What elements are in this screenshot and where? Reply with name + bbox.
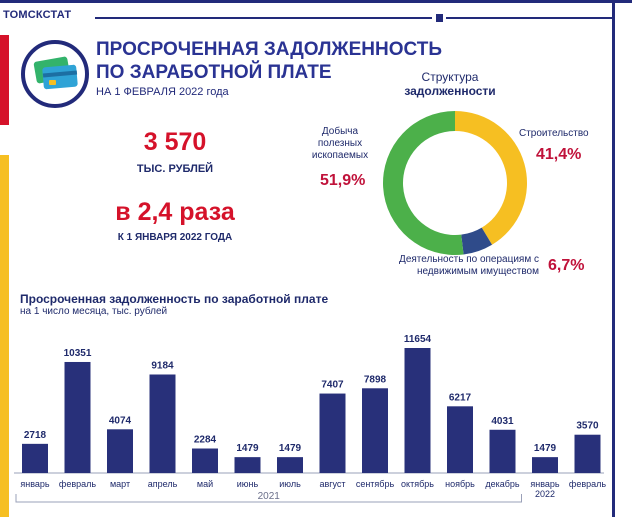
debt-ratio-note: К 1 ЯНВАРЯ 2022 ГОДА	[117, 232, 233, 243]
bar	[107, 429, 133, 473]
category-label: октябрь	[401, 479, 434, 489]
chart-subtitle: на 1 число месяца, тыс. рублей	[20, 306, 168, 317]
bar-value-label: 7898	[364, 374, 387, 385]
bar	[574, 434, 601, 473]
bar-value-label: 4074	[109, 415, 132, 426]
donut-title: Структура задолженности	[390, 70, 510, 98]
year-group-bracket	[15, 494, 522, 503]
bar	[277, 457, 303, 473]
right-border	[612, 0, 615, 517]
bar-value-label: 3570	[576, 421, 599, 432]
credit-cards-icon	[21, 40, 89, 108]
bar	[192, 448, 218, 473]
bar-value-label: 6217	[449, 392, 472, 403]
debt-ratio: в 2,4 раза	[115, 198, 235, 226]
bar	[22, 443, 48, 473]
segment-label-mining-line-2: полезных	[317, 138, 363, 149]
agency-label: ТОМСКСТАТ	[3, 9, 72, 21]
category-label: сентябрь	[356, 479, 395, 489]
donut-slice-real-estate	[461, 227, 493, 255]
bar	[447, 406, 473, 473]
bar	[319, 393, 346, 473]
category-label: август	[319, 479, 345, 489]
bar-value-label: 2718	[24, 430, 47, 441]
category-label: январь	[20, 479, 50, 489]
segment-percent-mining: 51,9%	[320, 172, 366, 189]
debt-amount-unit: ТЫС. РУБЛЕЙ	[136, 163, 214, 175]
segment-percent-real-estate: 6,7%	[548, 257, 585, 274]
bar-value-label: 1479	[236, 443, 259, 454]
segment-label-mining-line-3: ископаемых	[311, 150, 369, 161]
structure-donut-chart	[383, 111, 527, 255]
bar-value-label: 1479	[279, 443, 302, 454]
bar-value-label: 1479	[534, 443, 557, 454]
donut-slice-construction	[455, 111, 527, 245]
bar-value-label: 10351	[64, 348, 92, 359]
category-label: май	[197, 479, 213, 489]
top-border	[0, 0, 632, 3]
header-rule	[446, 17, 614, 19]
header-rule-marker	[436, 14, 443, 22]
segment-label-real-estate: Деятельность по операциям с недвижимым и…	[373, 254, 539, 278]
segment-label-construction: Строительство	[519, 128, 589, 140]
bar	[404, 348, 431, 473]
bar	[234, 457, 261, 473]
chart-title: Просроченная задолженность по заработной…	[20, 292, 329, 306]
category-label: ноябрь	[445, 479, 475, 489]
bar	[362, 388, 388, 473]
bar	[532, 457, 558, 473]
page-title-line-1: ПРОСРОЧЕННАЯ ЗАДОЛЖЕННОСТЬ	[96, 39, 442, 60]
category-label: декабрь	[485, 479, 520, 489]
bar	[64, 361, 91, 473]
year-group-label: 2021	[258, 491, 281, 502]
donut-title-line-1: Структура	[421, 70, 479, 84]
segment-label-mining-line-1: Добыча	[321, 126, 359, 137]
bar-value-label: 9184	[151, 360, 174, 371]
header-rule	[95, 17, 432, 19]
category-label: февраль	[569, 479, 606, 489]
category-label: июнь	[237, 479, 259, 489]
bar	[489, 429, 516, 473]
page-title-line-2: ПО ЗАРАБОТНОЙ ПЛАТЕ	[96, 62, 332, 83]
segment-label-real-estate-line-2: недвижимым имуществом	[416, 266, 539, 277]
segment-percent-construction: 41,4%	[536, 146, 582, 163]
category-label: март	[110, 479, 130, 489]
bar-value-label: 7407	[321, 380, 344, 391]
page-title: ПРОСРОЧЕННАЯ ЗАДОЛЖЕННОСТЬ ПО ЗАРАБОТНОЙ…	[96, 38, 442, 84]
side-accent-yellow	[0, 155, 9, 517]
donut-slice-mining	[383, 111, 464, 255]
debt-amount: 3 570	[143, 128, 207, 156]
segment-label-mining: Добыча полезных ископаемых	[300, 126, 380, 162]
bar	[149, 374, 176, 473]
segment-label-construction-line: Строительство	[519, 128, 589, 139]
bar-value-label: 11654	[404, 334, 432, 345]
page-subtitle: НА 1 ФЕВРАЛЯ 2022 года	[96, 86, 229, 98]
bar-value-label: 2284	[194, 435, 217, 446]
segment-label-real-estate-line-1: Деятельность по операциям с	[399, 254, 539, 265]
category-label: февраль	[59, 479, 96, 489]
category-label: апрель	[148, 479, 178, 489]
category-label: январь	[530, 479, 560, 489]
bar-value-label: 4031	[491, 416, 514, 427]
category-label: 2022	[535, 489, 555, 499]
category-label: июль	[279, 479, 301, 489]
donut-title-line-2: задолженности	[404, 84, 496, 98]
side-accent-red	[0, 35, 9, 125]
